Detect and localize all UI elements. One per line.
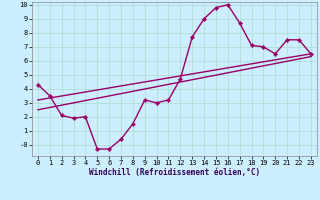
X-axis label: Windchill (Refroidissement éolien,°C): Windchill (Refroidissement éolien,°C) [89, 168, 260, 177]
